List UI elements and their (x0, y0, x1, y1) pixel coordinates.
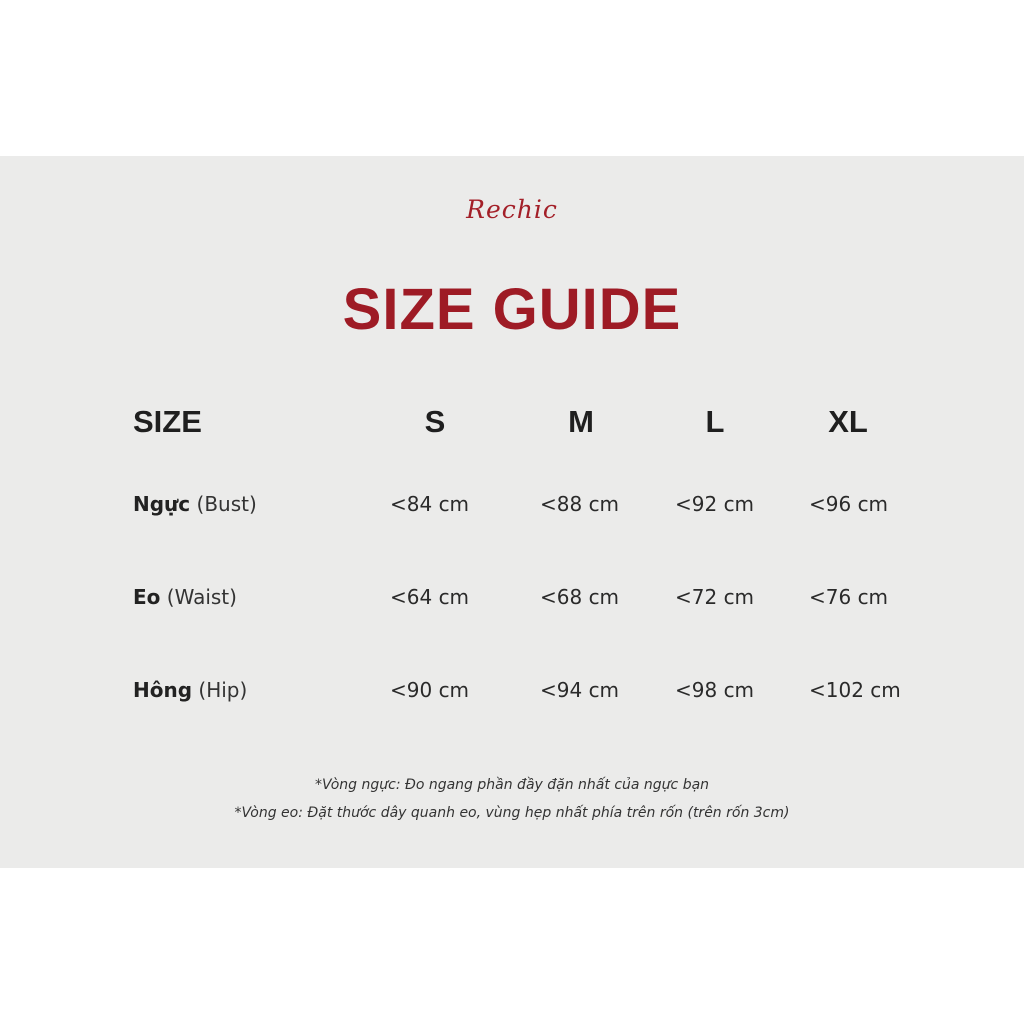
measurement-value: <90 cm (390, 678, 470, 702)
measurement-value: <72 cm (675, 585, 755, 609)
size-header-m: M (568, 404, 594, 439)
footnote-waist: *Vòng eo: Đặt thước dây quanh eo, vùng h… (234, 805, 790, 821)
size-header-xl: XL (828, 404, 868, 439)
measurement-value: <68 cm (540, 585, 620, 609)
footnote-bust: *Vòng ngực: Đo ngang phần đầy đặn nhất c… (314, 777, 710, 793)
row-name-en: (Hip) (198, 678, 248, 702)
measurement-value: <98 cm (675, 678, 755, 702)
measurement-value: <92 cm (675, 492, 755, 516)
size-header-l: L (705, 404, 725, 439)
row-name: Eo (133, 585, 161, 609)
measurement-value: <84 cm (390, 492, 470, 516)
row-label: Eo (Waist) (133, 585, 237, 609)
measurement-value: <96 cm (809, 492, 889, 516)
measurement-value: <88 cm (540, 492, 620, 516)
size-header-s: S (424, 404, 446, 439)
brand-logo: Rechic (466, 195, 558, 224)
measurement-value: <64 cm (390, 585, 470, 609)
row-label: Hông (Hip) (133, 678, 247, 702)
measurement-value: <76 cm (809, 585, 889, 609)
measurement-value: <94 cm (540, 678, 620, 702)
row-name-en: (Bust) (196, 492, 257, 516)
row-label: Ngực (Bust) (133, 492, 257, 516)
measurement-value: <102 cm (809, 678, 901, 702)
row-name: Hông (133, 678, 193, 702)
row-name-en: (Waist) (166, 585, 237, 609)
size-guide-panel (0, 156, 1024, 868)
row-name: Ngực (133, 492, 191, 516)
page-title: SIZE GUIDE (342, 277, 682, 342)
size-header-label: SIZE (133, 404, 202, 439)
